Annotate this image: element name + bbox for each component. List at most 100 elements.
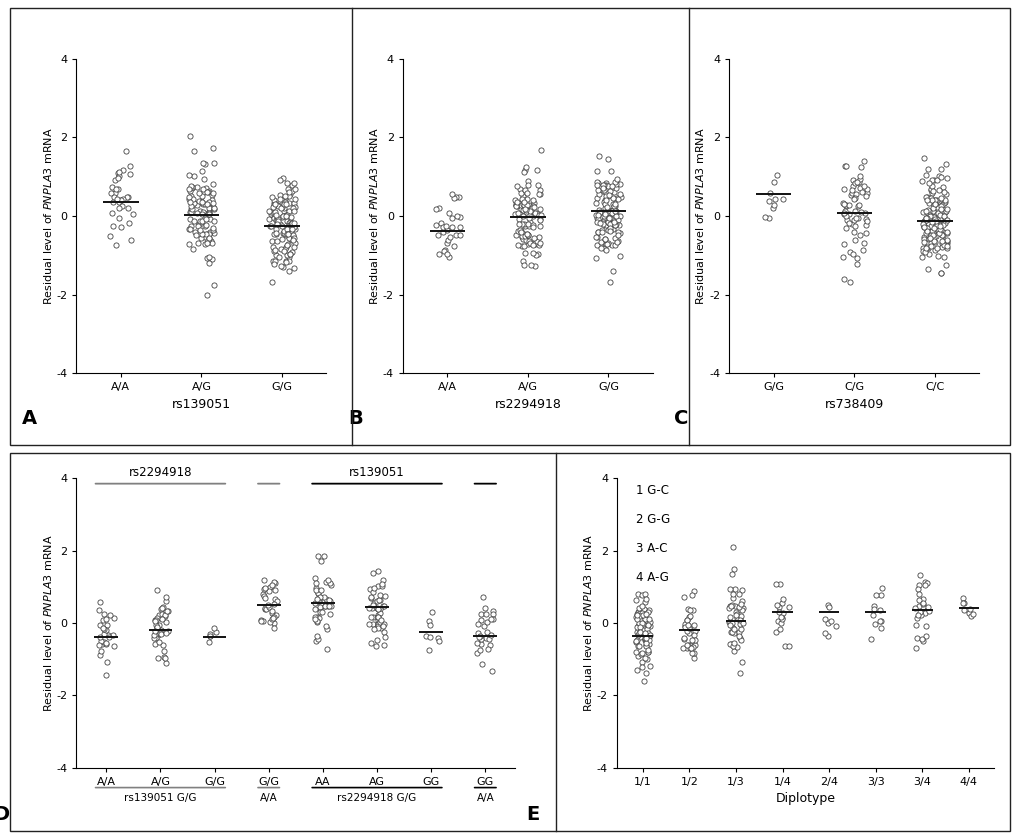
- Point: [310, 632, 326, 645]
- Point: [927, 214, 944, 227]
- Point: [271, 188, 287, 201]
- Point: [202, 630, 218, 644]
- Point: [374, 619, 390, 633]
- Point: [204, 194, 220, 207]
- Point: [857, 227, 873, 240]
- Point: [840, 207, 856, 221]
- Point: [308, 615, 324, 628]
- Point: [917, 211, 933, 225]
- Point: [926, 212, 943, 226]
- Point: [588, 238, 604, 252]
- Point: [914, 214, 930, 227]
- Point: [600, 188, 616, 201]
- Point: [199, 227, 215, 241]
- Point: [113, 200, 129, 213]
- Point: [307, 571, 323, 585]
- Point: [771, 611, 788, 624]
- Point: [150, 651, 166, 664]
- Point: [590, 188, 606, 201]
- Point: [835, 206, 851, 219]
- Point: [199, 289, 215, 302]
- Point: [532, 209, 548, 222]
- Point: [634, 655, 650, 669]
- Point: [720, 616, 737, 629]
- Point: [929, 206, 946, 220]
- Point: [479, 616, 495, 629]
- Point: [521, 219, 537, 232]
- Point: [636, 633, 652, 646]
- Point: [607, 217, 624, 231]
- Point: [605, 215, 622, 228]
- Point: [152, 623, 168, 637]
- Point: [597, 243, 613, 257]
- Point: [362, 590, 378, 603]
- Point: [107, 174, 123, 187]
- Point: [917, 629, 933, 643]
- Point: [720, 582, 737, 596]
- Point: [309, 550, 325, 563]
- Point: [370, 602, 386, 616]
- Point: [202, 195, 218, 209]
- Point: [632, 630, 648, 644]
- Point: [835, 250, 851, 263]
- Point: [508, 179, 525, 192]
- Point: [524, 221, 540, 234]
- Text: rs139051 G/G: rs139051 G/G: [124, 793, 197, 803]
- Point: [525, 201, 541, 214]
- Point: [628, 620, 644, 633]
- Point: [199, 236, 215, 249]
- Point: [682, 641, 698, 654]
- Point: [929, 210, 946, 223]
- Point: [611, 190, 628, 203]
- Point: [285, 232, 302, 245]
- Point: [932, 266, 949, 279]
- Point: [193, 194, 209, 207]
- Point: [98, 638, 114, 651]
- Point: [96, 627, 112, 640]
- Point: [523, 258, 539, 272]
- Point: [679, 612, 695, 626]
- Point: [255, 587, 271, 601]
- Text: C: C: [674, 409, 688, 428]
- Point: [430, 201, 446, 215]
- Point: [422, 618, 438, 631]
- Point: [438, 237, 454, 250]
- Point: [683, 642, 699, 655]
- Point: [200, 250, 216, 263]
- Point: [158, 657, 174, 670]
- Point: [525, 209, 541, 222]
- Point: [596, 232, 612, 246]
- Point: [261, 585, 277, 598]
- Point: [633, 616, 649, 629]
- Point: [640, 630, 656, 644]
- Point: [629, 612, 645, 626]
- Point: [516, 229, 532, 242]
- Point: [846, 226, 862, 239]
- Point: [156, 609, 172, 623]
- Point: [371, 607, 387, 620]
- Point: [369, 610, 385, 623]
- Point: [182, 222, 199, 236]
- Point: [150, 628, 166, 642]
- Point: [640, 633, 656, 647]
- Point: [282, 218, 299, 232]
- Point: [923, 210, 940, 223]
- Point: [160, 605, 176, 618]
- Point: [184, 192, 201, 206]
- Point: [308, 576, 324, 590]
- Point: [917, 211, 933, 225]
- Point: [201, 257, 217, 270]
- Point: [765, 175, 782, 189]
- Point: [266, 243, 282, 257]
- Point: [527, 206, 543, 220]
- Point: [532, 220, 548, 233]
- Point: [634, 626, 650, 639]
- Point: [931, 223, 948, 237]
- Point: [914, 217, 930, 231]
- Point: [182, 211, 199, 225]
- Point: [601, 223, 618, 237]
- Point: [732, 617, 748, 630]
- Point: [311, 593, 327, 607]
- Point: [276, 242, 292, 256]
- Point: [507, 199, 524, 212]
